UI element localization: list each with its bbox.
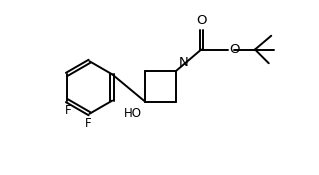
- Text: F: F: [65, 104, 71, 117]
- Text: HO: HO: [124, 107, 142, 120]
- Text: O: O: [229, 43, 240, 56]
- Text: O: O: [196, 14, 206, 27]
- Text: N: N: [178, 56, 188, 69]
- Text: F: F: [85, 117, 92, 130]
